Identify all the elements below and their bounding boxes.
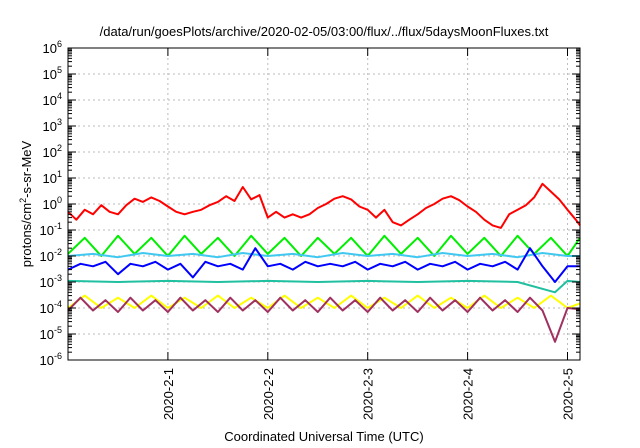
series-line-1 bbox=[67, 182, 581, 229]
x-tick-label: 2020-2-1 bbox=[161, 368, 176, 420]
x-tick-label: 2020-2-3 bbox=[361, 368, 376, 420]
y-tick-label: 101 bbox=[43, 169, 62, 186]
x-tick-label: 2020-2-2 bbox=[261, 368, 276, 420]
chart-title: /data/run/goesPlots/archive/2020-02-05/0… bbox=[100, 24, 549, 39]
y-tick-label: 10-6 bbox=[40, 351, 62, 368]
y-tick-label: 10-3 bbox=[40, 273, 62, 290]
y-tick-label: 102 bbox=[43, 143, 62, 160]
series-line-7 bbox=[67, 296, 581, 343]
y-tick-label: 103 bbox=[43, 117, 62, 134]
data-series bbox=[67, 182, 581, 343]
series-line-3 bbox=[67, 252, 580, 259]
x-tick-label: 2020-2-5 bbox=[561, 368, 576, 420]
x-tick-label: 2020-2-4 bbox=[461, 368, 476, 420]
y-tick-label: 10-1 bbox=[40, 221, 62, 238]
series-line-4 bbox=[67, 247, 580, 283]
y-tick-label: 106 bbox=[43, 39, 62, 56]
y-axis-label: protons/cm2-s-sr-MeV bbox=[18, 140, 34, 267]
series-line-2 bbox=[67, 234, 581, 257]
y-tick-label: 104 bbox=[43, 91, 62, 108]
y-tick-label: 10-4 bbox=[40, 299, 62, 316]
x-axis-label: Coordinated Universal Time (UTC) bbox=[224, 429, 423, 444]
y-tick-label: 100 bbox=[43, 195, 62, 212]
x-axis-ticks: 2020-2-1 2020-2-2 2020-2-3 2020-2-4 2020-2-5 bbox=[161, 48, 576, 420]
series-line-5 bbox=[67, 279, 581, 294]
y-axis-ticks: 10-6 10-5 10-4 10-3 10-2 10-1 100 101 102 103 104 1… bbox=[40, 39, 580, 368]
y-tick-label: 10-2 bbox=[40, 247, 62, 264]
y-tick-label: 105 bbox=[43, 65, 62, 82]
y-tick-label: 10-5 bbox=[40, 325, 62, 342]
